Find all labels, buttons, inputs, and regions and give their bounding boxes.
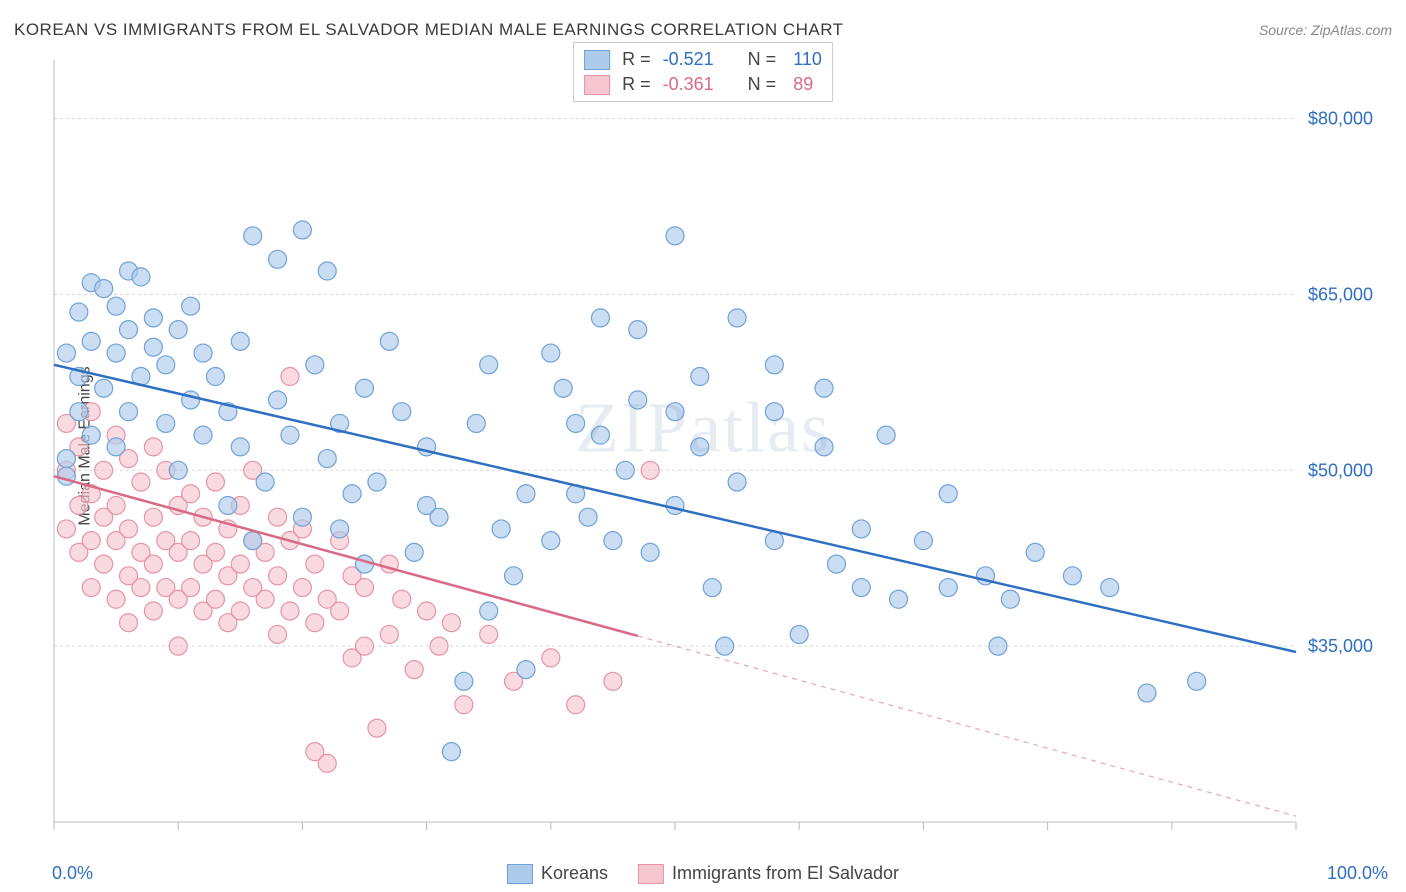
legend-label: Koreans <box>541 863 608 884</box>
stats-row: R = -0.361 N = 89 <box>584 72 822 97</box>
svg-text:$35,000: $35,000 <box>1308 636 1373 656</box>
correlation-stats-box: R = -0.521 N = 110 R = -0.361 N = 89 <box>573 42 833 102</box>
legend-label: Immigrants from El Salvador <box>672 863 899 884</box>
series-legend: Koreans Immigrants from El Salvador <box>507 863 899 884</box>
r-value: -0.361 <box>663 74 714 95</box>
n-label: N = <box>748 74 777 95</box>
n-value: 89 <box>788 74 813 95</box>
r-label: R = <box>622 49 651 70</box>
svg-text:$50,000: $50,000 <box>1308 460 1373 480</box>
x-axis-max-label: 100.0% <box>1327 863 1388 884</box>
svg-text:$65,000: $65,000 <box>1308 284 1373 304</box>
legend-item: Immigrants from El Salvador <box>638 863 899 884</box>
legend-swatch-icon <box>507 864 533 884</box>
r-label: R = <box>622 74 651 95</box>
svg-text:$80,000: $80,000 <box>1308 109 1373 129</box>
series-swatch-icon <box>584 50 610 70</box>
legend-swatch-icon <box>638 864 664 884</box>
chart-title: KOREAN VS IMMIGRANTS FROM EL SALVADOR ME… <box>14 20 844 40</box>
watermark-text: ZIPatlas <box>575 387 831 470</box>
stats-row: R = -0.521 N = 110 <box>584 47 822 72</box>
series-swatch-icon <box>584 75 610 95</box>
legend-item: Koreans <box>507 863 608 884</box>
n-label: N = <box>748 49 777 70</box>
n-value: 110 <box>788 49 822 70</box>
r-value: -0.521 <box>663 49 714 70</box>
chart-source: Source: ZipAtlas.com <box>1259 22 1392 38</box>
x-axis-min-label: 0.0% <box>52 863 93 884</box>
